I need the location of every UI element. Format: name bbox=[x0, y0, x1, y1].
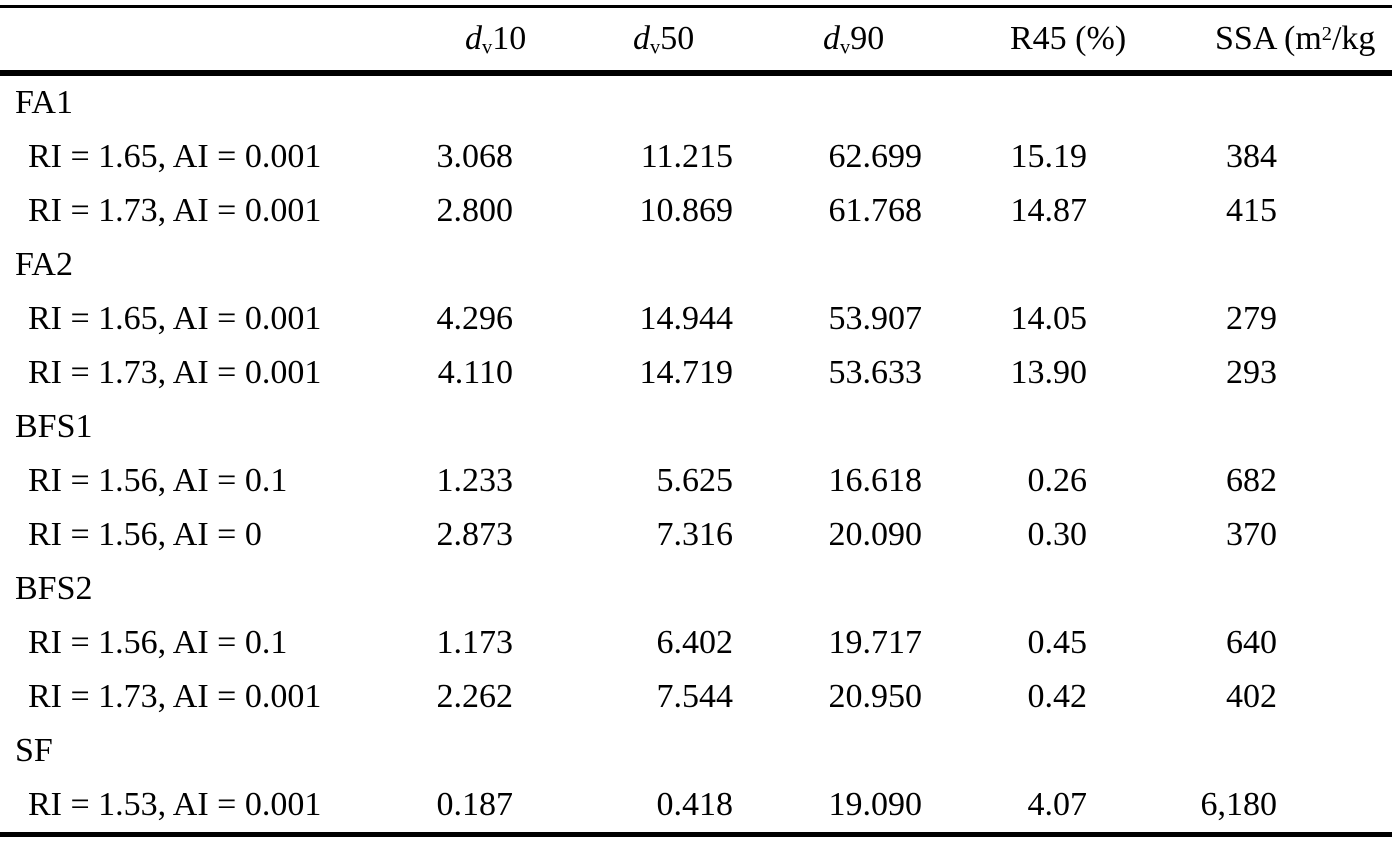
column-header-ssa: SSA (m2/kg bbox=[1090, 6, 1392, 76]
dv90-value: 53.907 bbox=[828, 300, 923, 337]
dv10-value: 4.110 bbox=[437, 354, 513, 391]
dv10-value: 1.173 bbox=[436, 624, 514, 661]
r45-value: 14.05 bbox=[1010, 300, 1088, 337]
dv50-value: 7.316 bbox=[656, 516, 734, 553]
ssa-unit-post: /kg bbox=[1331, 20, 1376, 57]
group-row: SF bbox=[0, 724, 1392, 778]
group-row: BFS1 bbox=[0, 400, 1392, 454]
dv50-value: 7.544 bbox=[656, 678, 734, 715]
row-label: RI = 1.56, AI = 0 bbox=[28, 516, 262, 553]
ssa-value: 293 bbox=[1226, 354, 1277, 391]
r45-value: 0.26 bbox=[1027, 462, 1088, 499]
dv50-value: 5.625 bbox=[656, 462, 734, 499]
row-label: RI = 1.65, AI = 0.001 bbox=[28, 138, 322, 175]
dv90-subscript: v bbox=[840, 36, 851, 59]
dv10-value: 2.800 bbox=[436, 192, 514, 229]
dv50-value: 14.944 bbox=[639, 300, 734, 337]
table-body: FA1 RI = 1.65, AI = 0.001 3.068 11.215 62.69… bbox=[0, 73, 1392, 835]
group-label: FA1 bbox=[15, 84, 73, 121]
column-header-dv10: dv10 bbox=[400, 6, 540, 76]
r45-value: 14.87 bbox=[1010, 192, 1088, 229]
dv10-value: 0.187 bbox=[436, 786, 514, 823]
dv50-subscript: v bbox=[650, 36, 661, 59]
data-row: RI = 1.65, AI = 0.001 4.296 14.944 53.907 14… bbox=[0, 292, 1392, 346]
dv10-value: 2.873 bbox=[436, 516, 514, 553]
dv50-symbol: d bbox=[633, 20, 650, 57]
dv10-value: 1.233 bbox=[436, 462, 514, 499]
dv90-value: 62.699 bbox=[828, 138, 923, 175]
group-label: FA2 bbox=[15, 246, 73, 283]
data-row: RI = 1.53, AI = 0.001 0.187 0.418 19.090 4.0… bbox=[0, 778, 1392, 835]
table-header: dv10 dv50 dv90 R45 (%) SSA (m2/kg bbox=[0, 6, 1392, 76]
dv10-symbol: d bbox=[465, 20, 482, 57]
group-row: FA1 bbox=[0, 73, 1392, 130]
row-label: RI = 1.56, AI = 0.1 bbox=[28, 624, 288, 661]
r45-value: 0.42 bbox=[1027, 678, 1088, 715]
dv10-number: 10 bbox=[492, 20, 527, 57]
r45-value: 0.30 bbox=[1027, 516, 1088, 553]
row-label: RI = 1.53, AI = 0.001 bbox=[28, 786, 322, 823]
dv50-number: 50 bbox=[660, 20, 695, 57]
ssa-value: 279 bbox=[1226, 300, 1277, 337]
row-label: RI = 1.73, AI = 0.001 bbox=[28, 354, 322, 391]
row-label: RI = 1.73, AI = 0.001 bbox=[28, 192, 322, 229]
ssa-value: 640 bbox=[1226, 624, 1277, 661]
dv90-value: 61.768 bbox=[828, 192, 923, 229]
dv10-value: 2.262 bbox=[436, 678, 514, 715]
dv50-value: 10.869 bbox=[639, 192, 734, 229]
dv90-value: 16.618 bbox=[828, 462, 923, 499]
data-row: RI = 1.65, AI = 0.001 3.068 11.215 62.699 15… bbox=[0, 130, 1392, 184]
ssa-value: 6,180 bbox=[1200, 786, 1278, 823]
ssa-value: 370 bbox=[1226, 516, 1277, 553]
dv90-value: 20.090 bbox=[828, 516, 923, 553]
group-label: BFS1 bbox=[15, 408, 93, 445]
dv50-value: 6.402 bbox=[656, 624, 734, 661]
r45-value: 0.45 bbox=[1027, 624, 1088, 661]
r45-value: 4.07 bbox=[1027, 786, 1088, 823]
dv50-value: 14.719 bbox=[639, 354, 734, 391]
data-row: RI = 1.56, AI = 0.1 1.173 6.402 19.717 0.45 6… bbox=[0, 616, 1392, 670]
group-label: BFS2 bbox=[15, 570, 93, 607]
dv10-value: 3.068 bbox=[436, 138, 514, 175]
r45-value: 13.90 bbox=[1010, 354, 1088, 391]
row-label: RI = 1.73, AI = 0.001 bbox=[28, 678, 322, 715]
ssa-value: 384 bbox=[1226, 138, 1277, 175]
row-label: RI = 1.56, AI = 0.1 bbox=[28, 462, 288, 499]
header-row: dv10 dv50 dv90 R45 (%) SSA (m2/kg bbox=[0, 6, 1392, 76]
particle-size-distribution-table: dv10 dv50 dv90 R45 (%) SSA (m2/kg FA1 RI … bbox=[0, 5, 1392, 837]
group-row: FA2 bbox=[0, 238, 1392, 292]
dv50-value: 0.418 bbox=[656, 786, 734, 823]
ssa-value: 402 bbox=[1226, 678, 1277, 715]
column-header-dv50: dv50 bbox=[540, 6, 740, 76]
dv10-subscript: v bbox=[482, 36, 493, 59]
dv90-number: 90 bbox=[850, 20, 885, 57]
data-row: RI = 1.73, AI = 0.001 2.800 10.869 61.768 14… bbox=[0, 184, 1392, 238]
dv10-value: 4.296 bbox=[436, 300, 514, 337]
ssa-unit-pre: SSA (m bbox=[1215, 20, 1322, 57]
row-label: RI = 1.65, AI = 0.001 bbox=[28, 300, 322, 337]
ssa-value: 415 bbox=[1226, 192, 1277, 229]
column-header-dv90: dv90 bbox=[740, 6, 925, 76]
group-row: BFS2 bbox=[0, 562, 1392, 616]
dv90-value: 53.633 bbox=[828, 354, 923, 391]
r45-value: 15.19 bbox=[1010, 138, 1088, 175]
dv50-value: 11.215 bbox=[640, 138, 733, 175]
dv90-value: 20.950 bbox=[828, 678, 923, 715]
data-row: RI = 1.56, AI = 0 2.873 7.316 20.090 0.30 370 bbox=[0, 508, 1392, 562]
data-row: RI = 1.73, AI = 0.001 2.262 7.544 20.950 0.4… bbox=[0, 670, 1392, 724]
ssa-unit-superscript: 2 bbox=[1321, 22, 1332, 45]
dv90-symbol: d bbox=[823, 20, 840, 57]
data-row: RI = 1.73, AI = 0.001 4.110 14.719 53.633 13… bbox=[0, 346, 1392, 400]
ssa-value: 682 bbox=[1226, 462, 1277, 499]
dv90-value: 19.717 bbox=[828, 624, 923, 661]
group-label: SF bbox=[15, 732, 53, 769]
column-header-r45: R45 (%) bbox=[925, 6, 1126, 76]
dv90-value: 19.090 bbox=[828, 786, 923, 823]
column-header-empty bbox=[0, 6, 400, 76]
data-row: RI = 1.56, AI = 0.1 1.233 5.625 16.618 0.26 6… bbox=[0, 454, 1392, 508]
